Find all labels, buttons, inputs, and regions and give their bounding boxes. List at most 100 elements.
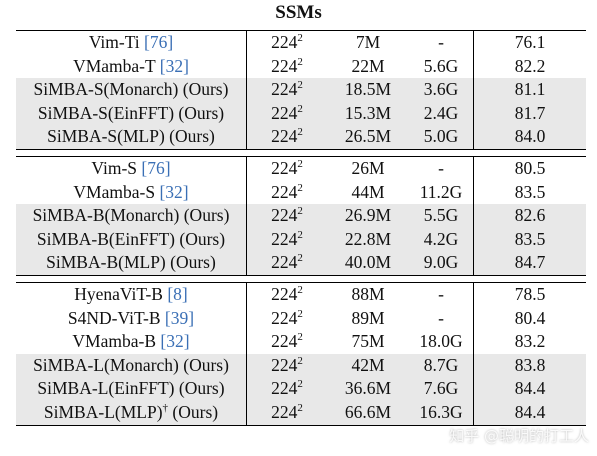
model-name-cell: SiMBA-S(Monarch) (Ours) [16, 78, 247, 102]
model-name: S4ND-ViT-B [67, 307, 161, 328]
resolution-value: 224 [271, 331, 298, 352]
resolution-exponent: 2 [297, 401, 303, 414]
resolution-cell: 2242 [246, 353, 327, 378]
resolution-exponent: 2 [297, 378, 303, 391]
resolution-exponent: 2 [297, 157, 303, 170]
group-spacer [16, 275, 586, 283]
resolution-value: 224 [271, 205, 298, 226]
table-row: Vim-S [76] 2242 26M -80.5 [16, 155, 586, 181]
flops-cell: - [409, 155, 474, 181]
citation-link[interactable]: 76 [149, 32, 168, 52]
citation-link[interactable]: 32 [165, 181, 183, 202]
model-name-cell: VMamba-B [32] [16, 330, 247, 354]
watermark: 知乎 @聪明的打工人 [449, 427, 589, 445]
flops-cell: - [409, 29, 474, 55]
cite-bracket-open: [ [159, 181, 166, 202]
resolution-value: 224 [271, 252, 298, 273]
resolution-value: 224 [271, 307, 298, 328]
flops-cell: - [409, 281, 474, 307]
table-row: SiMBA-S(Monarch) (Ours) 2242 18.5M 3.6G 81.1 [16, 78, 586, 102]
resolution-value: 224 [271, 181, 298, 202]
citation-link[interactable]: 39 [170, 307, 189, 328]
resolution-exponent: 2 [297, 102, 303, 115]
model-name: SiMBA-B(Monarch) [32, 205, 180, 226]
cite-bracket-open: [ [167, 283, 174, 304]
table-row: VMamba-T [32] 2242 22M 5.6G 82.2 [16, 54, 586, 79]
ours-label: (Ours) [179, 228, 226, 249]
model-name: Vim-Ti [88, 32, 140, 52]
params-cell: 26.5M [327, 125, 409, 150]
group-spacer [16, 149, 586, 157]
resolution-cell: 2242 [246, 227, 327, 252]
ours-label: (Ours) [178, 102, 225, 123]
resolution-exponent: 2 [297, 205, 303, 218]
ours-label: (Ours) [172, 401, 219, 422]
cite-bracket-close: ] [183, 331, 190, 352]
ours-label: (Ours) [178, 378, 225, 399]
flops-cell: 8.7G [409, 353, 474, 378]
params-cell: 89M [351, 307, 385, 328]
resolution-cell: 2242 [246, 29, 327, 55]
resolution-value: 224 [271, 283, 298, 304]
params-cell: 44M [351, 181, 385, 202]
params-cell: 88M [327, 281, 409, 307]
resolution-value: 224 [271, 55, 298, 76]
ours-label: (Ours) [169, 126, 215, 147]
model-name: VMamba-B [72, 331, 157, 352]
cite-bracket-open: [ [144, 32, 150, 52]
table-row: SiMBA-B(MLP) (Ours) 2242 40.0M 9.0G 84.7 [16, 251, 586, 276]
flops-cell: 9.0G [409, 251, 474, 276]
params-cell: 18.5M [327, 78, 409, 102]
results-table: Vim-Ti [76] 2242 7M -76.1 VMamba-T [32] 2242 2… [16, 29, 586, 426]
model-name: Vim-S [91, 157, 138, 178]
flops-cell: 7.6G [409, 377, 474, 401]
resolution-cell: 2242 [246, 101, 327, 126]
citation-link[interactable]: 32 [166, 331, 184, 352]
resolution-exponent: 2 [297, 307, 303, 320]
table-row: SiMBA-S(EinFFT) (Ours) 2242 15.3M 2.4G 81.7 [16, 101, 586, 126]
model-name: HyenaViT-B [74, 283, 163, 304]
flops-cell: 18.0G [409, 330, 474, 354]
model-name-cell: SiMBA-B(Monarch) (Ours) [16, 204, 247, 228]
resolution-cell: 2242 [246, 155, 327, 181]
params-cell: 7M [327, 29, 409, 55]
resolution-exponent: 2 [297, 331, 303, 344]
table-row: SiMBA-L(Monarch) (Ours) 2242 42M 8.7G 83.8 [16, 353, 586, 378]
model-name: SiMBA-S(MLP) [47, 126, 165, 147]
resolution-cell: 2242 [246, 125, 327, 150]
params-cell: 26M [327, 155, 409, 181]
resolution-cell: 2242 [247, 181, 328, 205]
accuracy-cell: 84.4 [473, 377, 586, 401]
citation-link[interactable]: 76 [147, 157, 165, 178]
table-row: SiMBA-L(EinFFT) (Ours) 2242 36.6M 7.6G 84.4 [16, 377, 586, 401]
accuracy-cell: 82.6 [473, 204, 586, 228]
citation-link[interactable]: 8 [173, 283, 182, 304]
accuracy-cell: 80.4 [514, 307, 546, 328]
cite-bracket-close: ] [167, 32, 174, 52]
params-cell: 40.0M [327, 251, 409, 276]
model-name-cell: HyenaViT-B [8] [16, 281, 247, 307]
params-cell: 75M [351, 331, 385, 352]
resolution-exponent: 2 [297, 32, 303, 44]
flops-cell: - [409, 306, 474, 331]
accuracy-cell: 83.5 [514, 181, 546, 202]
resolution-cell: 2242 [246, 204, 327, 228]
resolution-exponent: 2 [297, 126, 303, 139]
model-name: VMamba-T [73, 55, 156, 76]
model-name: SiMBA-S(EinFFT) [37, 102, 175, 123]
params-cell: 36.6M [327, 377, 409, 401]
params-cell: 15.3M [327, 101, 409, 126]
flops-cell: 5.0G [409, 125, 474, 150]
flops-cell: 4.2G [409, 227, 474, 252]
resolution-value: 224 [271, 401, 298, 422]
resolution-cell: 2242 [246, 400, 327, 426]
cite-bracket-close: ] [188, 307, 195, 328]
model-name: SiMBA-L(Monarch) [33, 354, 179, 375]
table-row: VMamba-B [32] 2242 75M 18.0G 83.2 [16, 330, 586, 354]
resolution-value: 224 [271, 102, 298, 123]
cite-bracket-open: [ [141, 157, 148, 178]
table-row: SiMBA-B(EinFFT) (Ours) 2242 22.8M 4.2G 83.5 [16, 227, 586, 252]
model-name-cell: SiMBA-L(MLP)† (Ours) [16, 400, 247, 426]
model-name-cell: SiMBA-L(Monarch) (Ours) [16, 353, 247, 378]
citation-link[interactable]: 32 [165, 55, 184, 76]
